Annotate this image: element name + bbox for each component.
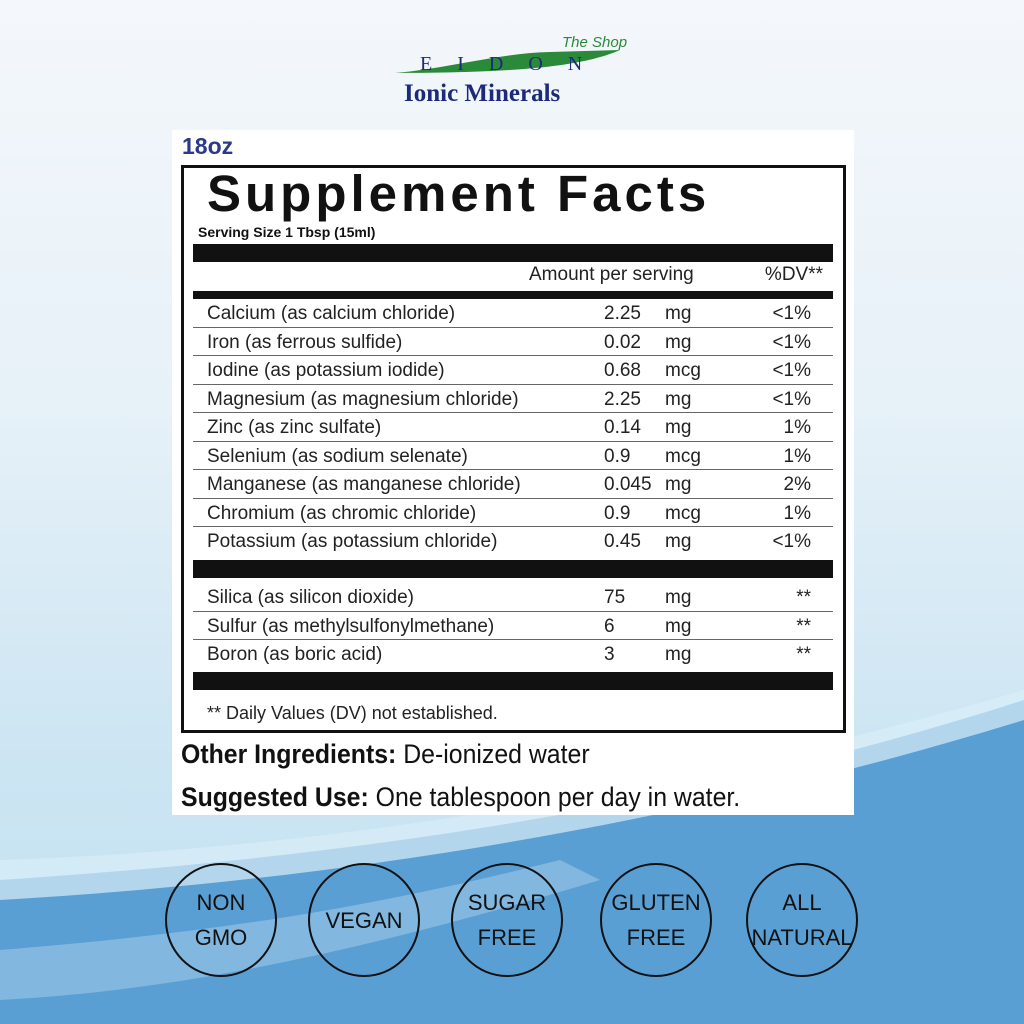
divider	[193, 291, 833, 299]
nutrient-unit: mcg	[665, 445, 701, 467]
header-amount: Amount per serving	[529, 264, 694, 285]
badge: SUGAR FREE	[451, 863, 563, 977]
nutrient-name: Iodine (as potassium iodide)	[207, 360, 445, 381]
nutrient-dv: **	[796, 615, 811, 637]
bottle-size: 18oz	[182, 133, 234, 159]
nutrient-unit: mcg	[665, 502, 701, 524]
nutrient-unit: mg	[665, 388, 692, 410]
other-ingredients: Other Ingredients: De-ionized water	[181, 739, 590, 770]
nutrient-dv: 1%	[783, 417, 811, 438]
footnote: ** Daily Values (DV) not established.	[207, 703, 498, 723]
nutrient-unit: mg	[665, 531, 692, 552]
nutrient-unit: mg	[665, 474, 692, 495]
badge: GLUTEN FREE	[600, 863, 712, 977]
nutrient-dv: 1%	[783, 445, 811, 467]
nutrient-unit: mg	[665, 587, 692, 608]
nutrient-row: Iron (as ferrous sulfide) 0.02 mg <1%	[193, 328, 833, 356]
brand-name: Ionic Minerals	[404, 80, 561, 107]
facts-title: Supplement Facts	[207, 165, 711, 222]
nutrient-name: Sulfur (as methylsulfonylmethane)	[207, 615, 495, 637]
nutrient-name: Iron (as ferrous sulfide)	[207, 331, 403, 353]
nutrient-amount: 0.14	[604, 417, 641, 438]
nutrient-dv: <1%	[772, 331, 811, 353]
nutrient-unit: mg	[665, 644, 692, 665]
nutrient-name: Potassium (as potassium chloride)	[207, 531, 498, 552]
badge-text: FREE	[626, 925, 686, 950]
badge: ALL NATURAL	[746, 863, 858, 977]
nutrient-row: Iodine (as potassium iodide) 0.68 mcg <1%	[193, 356, 833, 385]
badge: VEGAN	[308, 863, 420, 977]
nutrient-row: Silica (as silicon dioxide) 75 mg **	[193, 583, 833, 612]
nutrient-amount: 0.68	[604, 360, 641, 381]
badge-text: NON	[196, 890, 246, 915]
badge-text: FREE	[477, 925, 537, 950]
nutrient-name: Selenium (as sodium selenate)	[207, 445, 468, 467]
nutrient-amount: 0.9	[604, 445, 631, 467]
badge-text: NATURAL	[751, 925, 853, 950]
nutrient-row: Chromium (as chromic chloride) 0.9 mcg 1%	[193, 499, 833, 527]
nutrient-dv: <1%	[772, 388, 811, 410]
nutrient-row: Boron (as boric acid) 3 mg **	[193, 640, 833, 669]
nutrient-amount: 6	[604, 615, 615, 637]
nutrient-row: Sulfur (as methylsulfonylmethane) 6 mg **	[193, 612, 833, 640]
nutrient-name: Chromium (as chromic chloride)	[207, 502, 477, 524]
badge-text: GMO	[194, 925, 248, 950]
nutrient-dv: **	[796, 644, 811, 665]
nutrient-amount: 0.045	[604, 474, 652, 495]
svg-text:E I D O N: E I D O N	[420, 53, 592, 75]
badge-text: SUGAR	[467, 890, 547, 915]
nutrient-name: Zinc (as zinc sulfate)	[207, 417, 382, 438]
nutrient-amount: 0.02	[604, 331, 641, 353]
nutrient-unit: mcg	[665, 360, 701, 381]
serving-size: Serving Size 1 Tbsp (15ml)	[198, 224, 376, 240]
nutrient-name: Calcium (as calcium chloride)	[207, 303, 456, 324]
nutrient-amount: 2.25	[604, 303, 641, 324]
nutrient-row: Manganese (as manganese chloride) 0.045 mg…	[193, 470, 833, 499]
divider	[193, 244, 833, 262]
nutrient-amount: 0.9	[604, 502, 631, 524]
logo-tagline: The Shop	[562, 34, 628, 51]
nutrient-dv: <1%	[772, 303, 811, 324]
nutrient-unit: mg	[665, 303, 692, 324]
divider	[193, 560, 833, 578]
facts-box	[181, 165, 846, 733]
nutrient-row: Selenium (as sodium selenate) 0.9 mcg 1%	[193, 442, 833, 470]
nutrient-name: Silica (as silicon dioxide)	[207, 587, 414, 608]
nutrient-unit: mg	[665, 417, 692, 438]
nutrient-row: Potassium (as potassium chloride) 0.45 mg <…	[193, 527, 833, 556]
eidon-logo: E I D O N	[390, 28, 640, 108]
other-value: De-ionized water	[396, 739, 590, 769]
nutrient-dv: **	[796, 587, 811, 608]
nutrient-name: Boron (as boric acid)	[207, 644, 383, 665]
nutrient-row: Calcium (as calcium chloride) 2.25 mg <1%	[193, 299, 833, 328]
header-dv: %DV**	[764, 264, 823, 285]
nutrient-amount: 75	[604, 587, 626, 608]
use-value: One tablespoon per day in water.	[368, 782, 741, 812]
other-label: Other Ingredients:	[181, 739, 397, 769]
divider	[193, 672, 833, 690]
nutrient-row: Zinc (as zinc sulfate) 0.14 mg 1%	[193, 413, 833, 442]
nutrient-amount: 0.45	[604, 531, 641, 552]
nutrient-name: Magnesium (as magnesium chloride)	[207, 388, 519, 410]
nutrient-amount: 3	[604, 644, 615, 665]
nutrient-row: Magnesium (as magnesium chloride) 2.25 mg <…	[193, 385, 833, 413]
nutrient-amount: 2.25	[604, 388, 641, 410]
nutrient-dv: 2%	[783, 474, 811, 495]
nutrient-name: Manganese (as manganese chloride)	[207, 474, 521, 495]
badge: NON GMO	[165, 863, 277, 977]
badge-text: ALL	[782, 890, 822, 915]
badge-text: GLUTEN	[611, 890, 701, 915]
nutrient-unit: mg	[665, 615, 692, 637]
nutrient-dv: <1%	[772, 360, 811, 381]
nutrient-unit: mg	[665, 331, 692, 353]
nutrient-dv: 1%	[783, 502, 811, 524]
badge-text: VEGAN	[325, 907, 403, 933]
suggested-use: Suggested Use: One tablespoon per day in…	[181, 782, 740, 813]
use-label: Suggested Use:	[181, 782, 369, 812]
nutrient-dv: <1%	[772, 531, 811, 552]
